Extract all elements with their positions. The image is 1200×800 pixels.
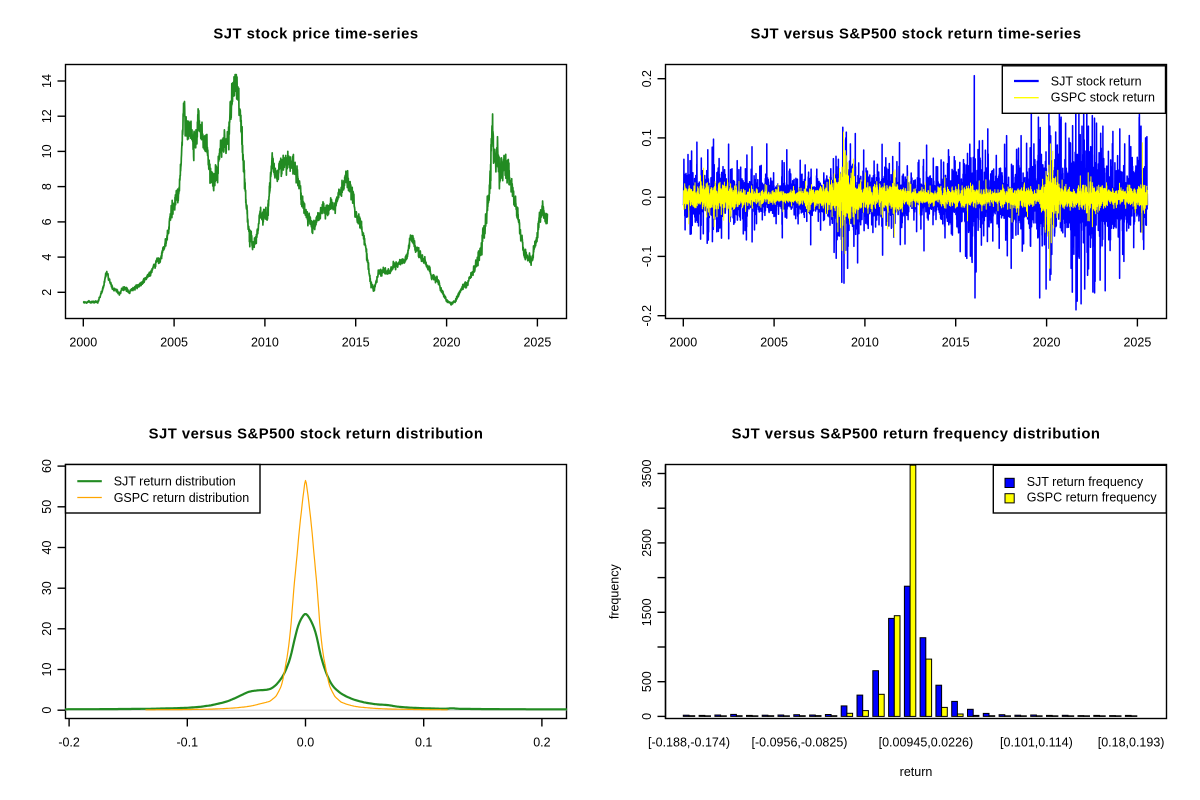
svg-text:2025: 2025: [1123, 336, 1151, 350]
svg-text:SJT return distribution: SJT return distribution: [114, 475, 236, 489]
svg-text:0: 0: [640, 713, 654, 720]
svg-text:12: 12: [40, 109, 54, 123]
svg-text:2020: 2020: [433, 336, 461, 350]
svg-text:SJT versus S&P500 stock return: SJT versus S&P500 stock return distribut…: [149, 426, 484, 442]
svg-text:4: 4: [40, 254, 54, 261]
svg-text:-0.2: -0.2: [58, 736, 80, 750]
svg-text:2015: 2015: [942, 336, 970, 350]
svg-text:-0.1: -0.1: [640, 246, 654, 268]
svg-text:[0.00945,0.0226): [0.00945,0.0226): [879, 736, 974, 750]
svg-text:2010: 2010: [851, 336, 879, 350]
svg-text:GSPC return frequency: GSPC return frequency: [1027, 491, 1158, 505]
svg-text:0.2: 0.2: [533, 736, 550, 750]
svg-text:30: 30: [40, 581, 54, 595]
svg-text:0.1: 0.1: [640, 129, 654, 146]
svg-text:2500: 2500: [640, 529, 654, 557]
svg-text:GSPC return distribution: GSPC return distribution: [114, 491, 250, 505]
svg-text:50: 50: [40, 500, 54, 514]
svg-text:return: return: [900, 765, 933, 779]
svg-text:GSPC stock return: GSPC stock return: [1051, 91, 1155, 105]
svg-text:10: 10: [40, 663, 54, 677]
svg-text:[-0.0956,-0.0825): [-0.0956,-0.0825): [752, 736, 848, 750]
svg-text:SJT stock price time-series: SJT stock price time-series: [213, 26, 418, 42]
svg-text:frequency: frequency: [608, 564, 622, 620]
svg-text:1500: 1500: [640, 598, 654, 626]
svg-text:-0.2: -0.2: [640, 305, 654, 327]
svg-text:0.0: 0.0: [640, 188, 654, 205]
svg-text:2005: 2005: [760, 336, 788, 350]
svg-text:2020: 2020: [1033, 336, 1061, 350]
svg-text:14: 14: [40, 74, 54, 88]
svg-text:0.1: 0.1: [415, 736, 432, 750]
svg-text:2010: 2010: [251, 336, 279, 350]
svg-text:-0.1: -0.1: [177, 736, 199, 750]
svg-text:6: 6: [40, 218, 54, 225]
svg-text:2015: 2015: [342, 336, 370, 350]
svg-text:[0.101,0.114): [0.101,0.114): [1000, 736, 1073, 750]
svg-text:10: 10: [40, 144, 54, 158]
svg-text:8: 8: [40, 183, 54, 190]
svg-text:[0.18,0.193): [0.18,0.193): [1098, 736, 1165, 750]
svg-text:20: 20: [40, 622, 54, 636]
svg-text:SJT versus S&P500 stock return: SJT versus S&P500 stock return time-seri…: [750, 26, 1081, 42]
svg-text:2025: 2025: [523, 336, 551, 350]
svg-text:2000: 2000: [69, 336, 97, 350]
svg-text:2: 2: [40, 289, 54, 296]
svg-text:SJT stock return: SJT stock return: [1051, 74, 1142, 88]
svg-text:0.0: 0.0: [297, 736, 314, 750]
svg-text:0.2: 0.2: [640, 70, 654, 87]
svg-text:60: 60: [40, 459, 54, 473]
svg-text:500: 500: [640, 671, 654, 692]
svg-text:[-0.188,-0.174): [-0.188,-0.174): [648, 736, 730, 750]
svg-text:SJT return frequency: SJT return frequency: [1027, 475, 1144, 489]
svg-text:40: 40: [40, 541, 54, 555]
svg-text:2000: 2000: [669, 336, 697, 350]
svg-text:0: 0: [40, 707, 54, 714]
svg-text:SJT versus S&P500 return frequ: SJT versus S&P500 return frequency distr…: [732, 426, 1101, 442]
svg-text:2005: 2005: [160, 336, 188, 350]
svg-text:3500: 3500: [640, 460, 654, 488]
